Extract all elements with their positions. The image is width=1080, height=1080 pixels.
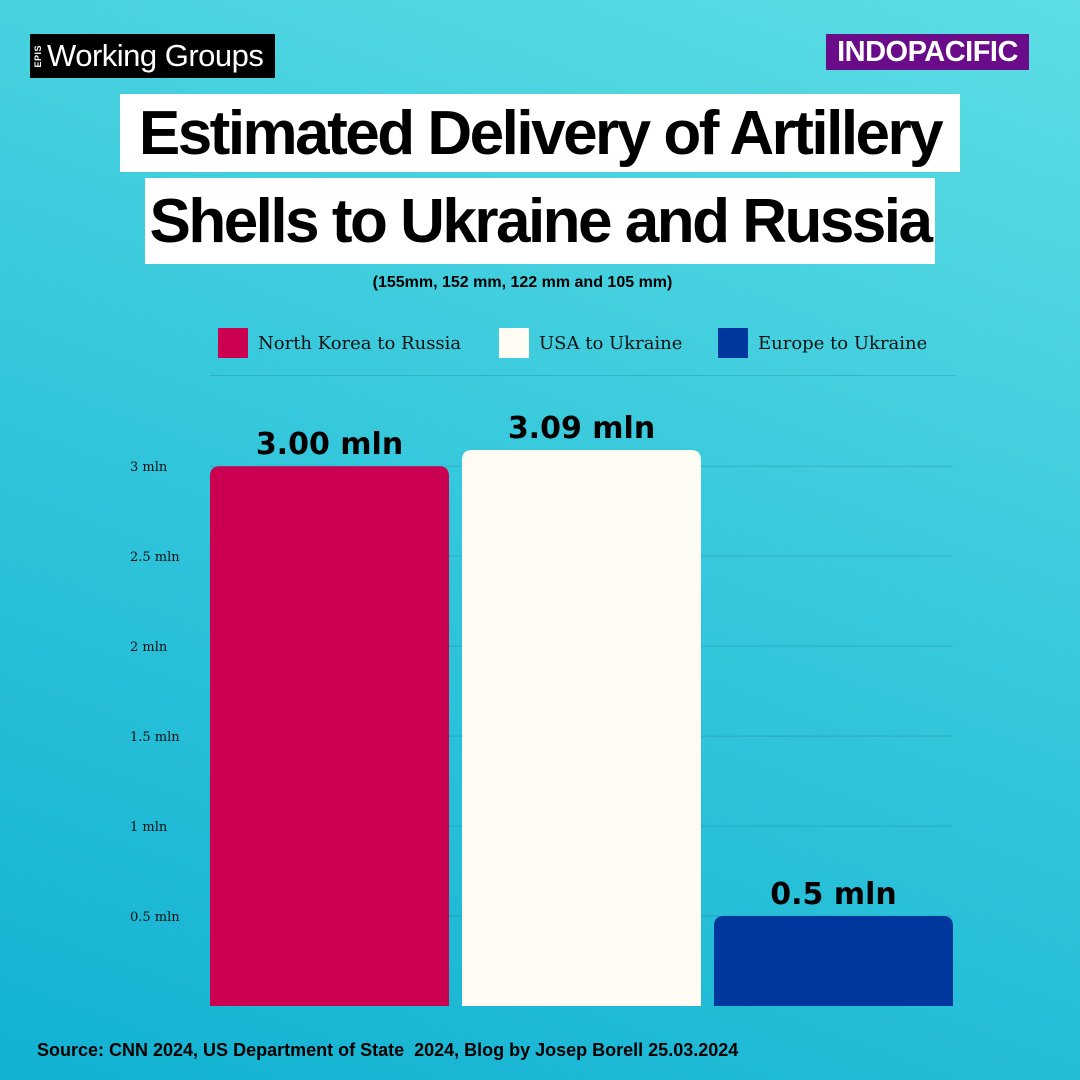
legend-item-usa: USA to Ukraine: [499, 328, 682, 358]
bar: [210, 466, 449, 1006]
bar: [462, 450, 701, 1006]
legend-label: North Korea to Russia: [258, 332, 462, 354]
y-axis-tick-label: 1 mln: [130, 820, 168, 835]
legend-divider: [210, 375, 955, 376]
chart-subtitle: (155mm, 152 mm, 122 mm and 105 mm): [372, 274, 673, 291]
chart-title-line-2: Shells to Ukraine and Russia: [145, 178, 935, 264]
region-badge: INDOPACIFIC: [826, 34, 1029, 70]
bar-value-label: 0.5 mln: [770, 877, 897, 912]
legend-item-europe: Europe to Ukraine: [718, 328, 927, 358]
y-axis-tick-label: 0.5 mln: [130, 910, 180, 925]
y-axis-tick-label: 2 mln: [130, 640, 168, 655]
source-note: Source: CNN 2024, US Department of State…: [37, 1040, 739, 1060]
legend-swatch: [718, 328, 748, 358]
legend-swatch: [499, 328, 529, 358]
bar: [714, 916, 953, 1006]
legend-label: Europe to Ukraine: [758, 332, 928, 354]
chart-title-line-1: Estimated Delivery of Artillery: [120, 94, 960, 172]
brand-logo: EPIS Working Groups: [30, 34, 275, 78]
legend-swatch: [218, 328, 248, 358]
y-axis-tick-label: 1.5 mln: [130, 730, 180, 745]
brand-name: Working Groups: [47, 38, 264, 73]
y-axis-tick-label: 2.5 mln: [130, 550, 180, 565]
legend-item-north-korea: North Korea to Russia: [218, 328, 461, 358]
bar-value-label: 3.09 mln: [508, 411, 655, 446]
legend-label: USA to Ukraine: [539, 332, 683, 354]
bar-value-label: 3.00 mln: [256, 427, 403, 462]
y-axis-tick-label: 3 mln: [130, 460, 168, 475]
